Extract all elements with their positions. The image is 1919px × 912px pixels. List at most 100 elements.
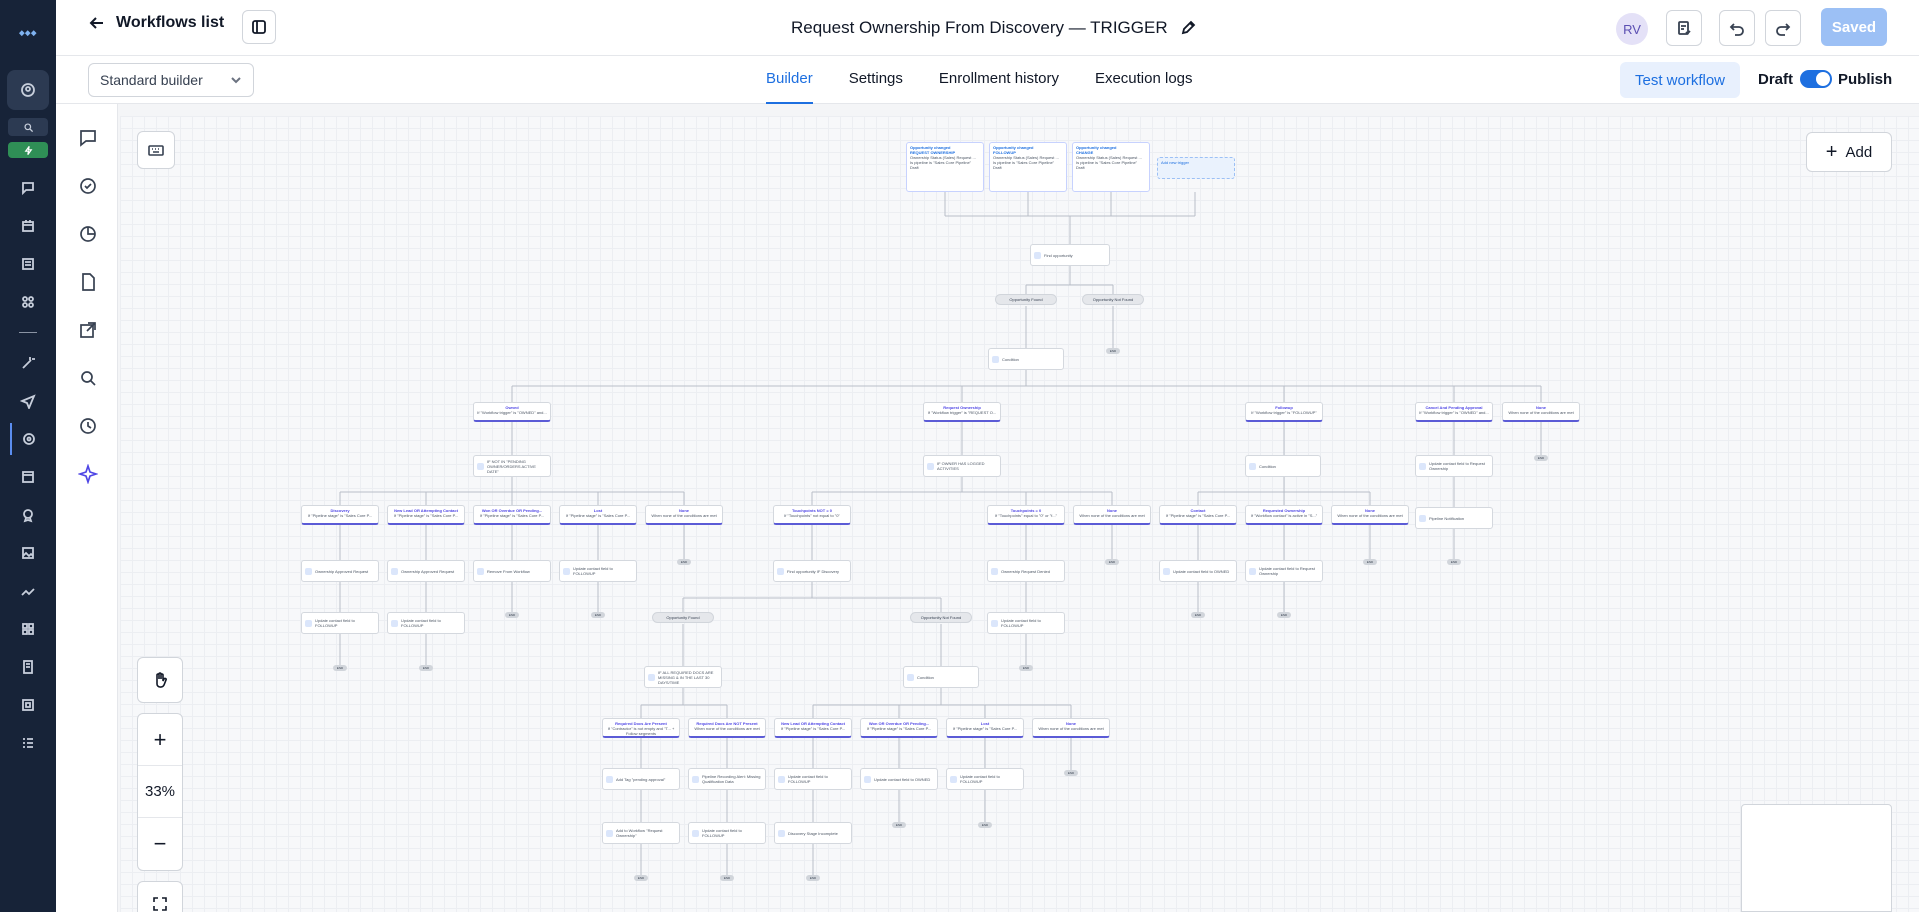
version-history-button[interactable] [1666,10,1702,46]
search-icon[interactable] [8,118,48,136]
branch-node[interactable]: Touchpoints NOT = 0 If "Touchpoints" not … [773,505,851,525]
branch-node[interactable]: None When none of the conditions are met [1073,505,1151,525]
chat-icon[interactable] [10,172,46,204]
branch-node[interactable]: Request Ownership If "Workflow trigger" i… [923,402,1001,422]
branch-node[interactable]: Required Docs Are NOT Present When none o… [688,718,766,738]
branch-node[interactable]: None When none of the conditions are met [1331,505,1409,525]
sites-icon[interactable] [10,461,46,493]
history-icon[interactable] [78,416,98,436]
tab-enrollment-history[interactable]: Enrollment history [938,70,1059,87]
action-node[interactable]: Update contact field to FOLLOWUP [774,768,852,790]
undo-button[interactable] [1719,10,1755,46]
branch-node[interactable]: Lost If "Pipeline stage" is "Sales Core P… [559,505,637,525]
action-node[interactable]: Find opportunity [1030,244,1110,266]
path-pill[interactable]: Opportunity Found [652,612,714,623]
branch-node[interactable]: Contact If "Pipeline stage" is "Sales Cor… [1159,505,1237,525]
tab-settings[interactable]: Settings [848,70,903,87]
search-icon[interactable] [78,368,98,388]
action-node[interactable]: Update contact field to FOLLOWUP [559,560,637,582]
pie-chart-icon[interactable] [78,224,98,244]
branch-node[interactable]: None When none of the conditions are met [645,505,723,525]
apps-icon[interactable] [10,286,46,318]
redo-button[interactable] [1765,10,1801,46]
pan-hand-button[interactable] [137,657,183,703]
action-node[interactable]: Update contact field to Request Ownershi… [1245,560,1323,582]
trigger-node[interactable]: Opportunity changed FOLLOWUP Ownership Sta… [989,142,1067,192]
path-pill[interactable]: Opportunity Found [995,294,1057,305]
branch-node[interactable]: Required Docs Are Present If "Contractor"… [602,718,680,738]
action-node[interactable]: Update contact field to OWNED [1159,560,1237,582]
trigger-node[interactable]: Opportunity changed CHANGE Ownership Statu… [1072,142,1150,192]
action-node[interactable]: Ownership Request Denied [987,560,1065,582]
branch-node[interactable]: New Lead OR Attempting Contact If "Pipeli… [774,718,852,738]
edit-pencil-icon[interactable] [1180,20,1196,36]
builder-type-select[interactable]: Standard builder [88,63,254,97]
toggle-panel-button[interactable] [242,10,276,44]
action-node[interactable]: Ownership Approved Request [301,560,379,582]
action-node[interactable]: Condition [988,348,1064,370]
branch-node[interactable]: Cancel And Pending Approval If "Workflow … [1415,402,1493,422]
action-node[interactable]: IF OWNER HAS LOGGED ACTIVITIES [923,455,1001,477]
branch-node[interactable]: Owned If "Workflow trigger" is "OWNED" an… [473,402,551,422]
action-node[interactable]: IF NOT IN "PENDING OWNER/ORDERS ACTIVE D… [473,455,551,477]
branch-node[interactable]: Discovery If "Pipeline stage" is "Sales C… [301,505,379,525]
action-node[interactable]: Update contact field to FOLLOWUP [946,768,1024,790]
action-node[interactable]: Remove From Workflow [473,560,551,582]
ai-sparkle-icon[interactable] [77,463,99,485]
branch-node[interactable]: Requested Ownership If "Workflow contact"… [1245,505,1323,525]
automation-icon[interactable] [10,423,46,455]
action-node[interactable]: Update contact field to FOLLOWUP [301,612,379,634]
account-avatar-icon[interactable] [7,70,49,110]
action-node[interactable]: Find opportunity IF Discovery [773,560,851,582]
action-node[interactable]: Pipeline Recording Alert: Missing Qualif… [688,768,766,790]
keyboard-shortcuts-button[interactable] [137,131,175,169]
contacts-icon[interactable] [10,248,46,280]
branch-node[interactable]: Won OR Overdue OR Pending... If "Pipeline… [473,505,551,525]
tab-execution-logs[interactable]: Execution logs [1094,70,1193,87]
add-trigger-node[interactable]: Add new trigger [1157,157,1235,179]
back-to-workflows-link[interactable]: Workflows list [88,14,224,32]
action-node[interactable]: Update contact field to FOLLOWUP [387,612,465,634]
test-workflow-button[interactable]: Test workflow [1620,62,1740,98]
action-node[interactable]: Update contact field to FOLLOWUP [688,822,766,844]
branch-node[interactable]: New Lead OR Attempting Contact If "Pipeli… [387,505,465,525]
reporting-icon[interactable] [10,575,46,607]
docs-icon[interactable] [10,689,46,721]
tab-builder[interactable]: Builder [766,56,813,104]
path-pill[interactable]: Opportunity Not Found [910,612,972,623]
action-node[interactable]: Pipeline Notification [1415,507,1493,529]
action-node[interactable]: Ownership Approved Request [387,560,465,582]
calendar-icon[interactable] [10,210,46,242]
reputation-icon[interactable] [10,499,46,531]
payments-icon[interactable] [10,651,46,683]
publish-toggle[interactable] [1800,70,1832,88]
action-node[interactable]: Condition [1245,455,1321,477]
action-node[interactable]: Update contact field to Request Ownershi… [1415,455,1493,477]
path-pill[interactable]: Opportunity Not Found [1082,294,1144,305]
branch-node[interactable]: Followup If "Workflow trigger" is "FOLLOW… [1245,402,1323,422]
app-logo[interactable]: ◆◆◆ [19,30,37,37]
action-node[interactable]: Add to Workflow "Request Ownership" [602,822,680,844]
zoom-in-button[interactable]: + [138,714,182,766]
fit-view-button[interactable] [137,881,183,912]
marketplace-icon[interactable] [10,613,46,645]
external-link-icon[interactable] [78,320,98,340]
bolt-icon[interactable] [8,142,48,158]
zoom-out-button[interactable]: − [153,831,167,856]
branch-node[interactable]: Won OR Overdue OR Pending... If "Pipeline… [860,718,938,738]
check-circle-icon[interactable] [78,176,98,196]
trigger-node[interactable]: Opportunity changed REQUEST OWNERSHIP Owne… [906,142,984,192]
saved-button[interactable]: Saved [1821,8,1887,46]
action-node[interactable]: Discovery Stage Incomplete [774,822,852,844]
send-icon[interactable] [10,385,46,417]
action-node[interactable]: Add Tag "pending approval" [602,768,680,790]
action-node[interactable]: Update contact field to OWNED [860,768,938,790]
comments-icon[interactable] [78,128,98,148]
action-node[interactable]: Update contact field to FOLLOWUP [987,612,1065,634]
add-node-button[interactable]: + Add [1806,132,1892,172]
branch-node[interactable]: None When none of the conditions are met [1032,718,1110,738]
canvas-minimap[interactable] [1741,804,1892,912]
branch-node[interactable]: Touchpoints = 0 If "Touchpoints" equal to… [987,505,1065,525]
action-node[interactable]: IF ALL REQUIRED DOCS ARE MISSING & IN TH… [644,666,722,688]
branch-node[interactable]: None When none of the conditions are met [1502,402,1580,422]
